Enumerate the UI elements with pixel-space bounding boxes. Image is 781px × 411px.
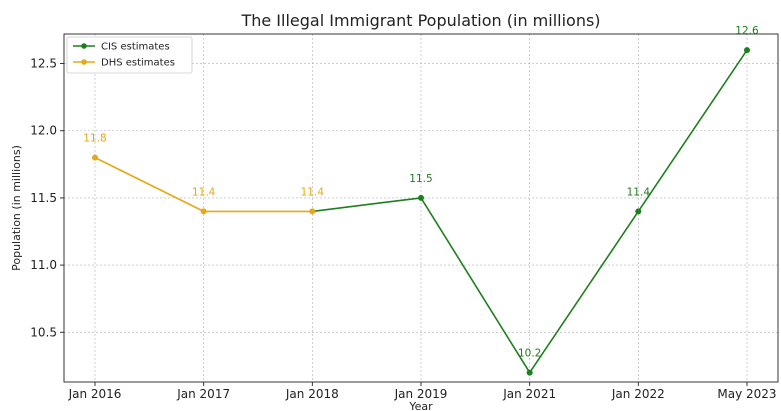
data-point	[526, 369, 533, 376]
data-label: 11.8	[83, 133, 106, 145]
data-label: 12.6	[735, 25, 759, 37]
x-axis-label: Year	[408, 400, 433, 411]
data-point	[309, 208, 316, 215]
x-tick-label: Jan 2016	[68, 387, 122, 401]
legend-label-cis: CIS estimates	[101, 42, 170, 53]
y-tick-label: 11.5	[30, 191, 57, 205]
x-tick-label: Jan 2018	[285, 387, 339, 401]
data-point	[744, 47, 750, 54]
x-tick-label: Jan 2017	[176, 387, 230, 401]
data-label: 11.4	[301, 186, 325, 198]
x-tick-label: Jan 2021	[502, 387, 556, 401]
data-label: 10.2	[518, 348, 541, 360]
y-tick-label: 11.0	[30, 258, 57, 272]
data-point	[200, 208, 207, 215]
data-point	[418, 194, 424, 201]
series-layer: 11.5 10.2 11.4 12.6 11.8 11.4 11.4	[83, 25, 759, 376]
y-tick-label: 12.0	[30, 124, 57, 138]
legend: CIS estimates DHS estimates	[66, 36, 193, 74]
legend-marker-dhs	[81, 59, 87, 65]
y-tick-label: 10.5	[30, 325, 57, 339]
legend-box	[66, 36, 193, 74]
legend-label-dhs: DHS estimates	[101, 58, 175, 69]
grid-layer	[64, 34, 778, 382]
y-axis-label: Population (in millions)	[10, 145, 23, 271]
x-tick-label: Jan 2022	[611, 387, 665, 401]
data-label: 11.4	[627, 186, 651, 198]
data-label: 11.5	[409, 173, 432, 185]
legend-marker-cis	[81, 43, 87, 49]
y-tick-label: 12.5	[30, 57, 57, 71]
data-point	[635, 208, 642, 215]
data-point	[92, 154, 98, 161]
x-tick-label: May 2023	[717, 387, 776, 401]
tick-layer: Jan 2016 Jan 2017 Jan 2018 Jan 2019 Jan 2021…	[30, 57, 776, 401]
x-tick-label: Jan 2019	[394, 387, 448, 401]
data-label: 11.4	[192, 186, 216, 198]
chart-title: The Illegal Immigrant Population (in mil…	[240, 11, 600, 30]
